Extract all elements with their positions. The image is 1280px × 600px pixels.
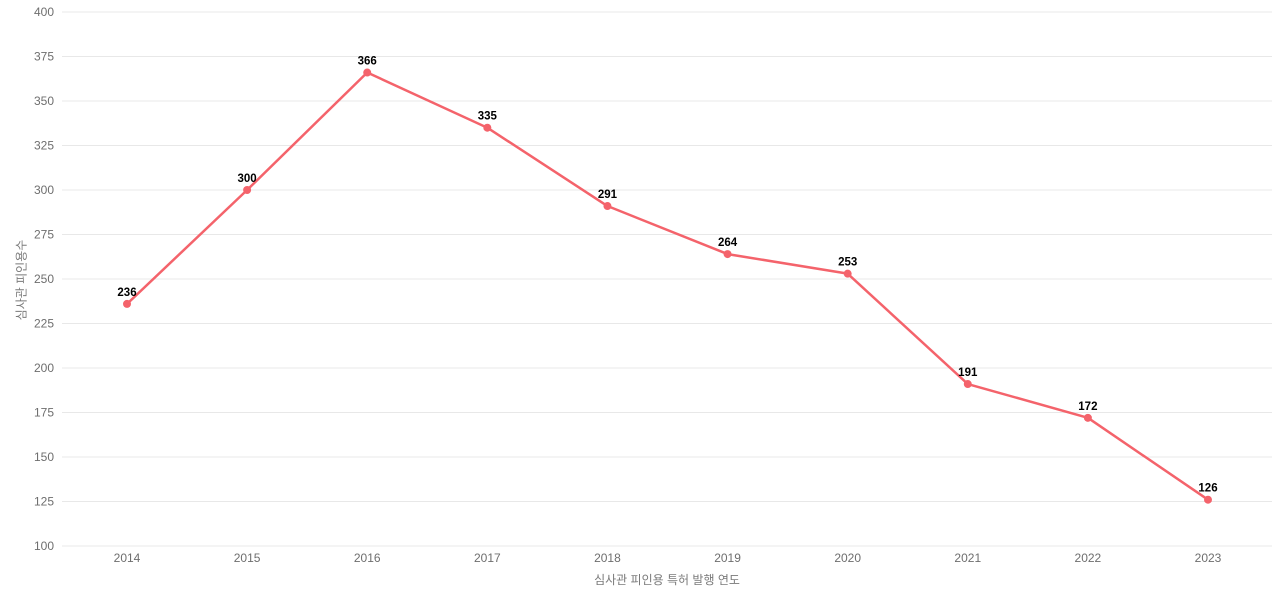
x-tick-label: 2023 (1195, 551, 1222, 565)
data-point (963, 380, 972, 389)
data-point-label: 335 (478, 111, 498, 123)
x-tick-label: 2021 (954, 551, 981, 565)
y-tick-label: 200 (34, 361, 54, 375)
data-point-label: 191 (958, 367, 978, 379)
data-point-label: 236 (117, 287, 136, 299)
data-point-label: 264 (718, 237, 738, 249)
y-tick-label: 300 (34, 183, 54, 197)
y-tick-label: 100 (34, 539, 54, 553)
data-point-label: 126 (1198, 483, 1217, 495)
data-point (1204, 495, 1212, 504)
x-axis-title: 심사관 피인용 특허 발행 연도 (594, 573, 740, 587)
y-tick-label: 400 (34, 5, 54, 19)
x-tick-label: 2017 (474, 551, 501, 565)
data-point (723, 250, 732, 259)
data-point-label: 172 (1078, 401, 1097, 413)
x-tick-label: 2020 (834, 551, 861, 565)
data-point (843, 269, 852, 278)
data-point (123, 299, 131, 308)
y-tick-label: 175 (34, 406, 54, 420)
data-point (483, 123, 492, 132)
data-point (1083, 413, 1092, 422)
y-tick-label: 225 (34, 317, 54, 331)
y-tick-label: 375 (34, 50, 54, 64)
y-axis-title: 심사관 피인용수 (14, 239, 29, 321)
data-point-label: 253 (838, 257, 857, 269)
x-tick-label: 2022 (1075, 551, 1102, 565)
y-tick-label: 325 (34, 139, 54, 153)
x-tick-label: 2016 (354, 551, 381, 565)
data-point-label: 300 (238, 173, 257, 185)
y-tick-label: 125 (34, 495, 54, 509)
y-tick-label: 350 (34, 94, 54, 108)
x-tick-label: 2018 (594, 551, 621, 565)
data-point-label: 291 (598, 189, 618, 201)
data-point (363, 68, 372, 77)
data-point-label: 366 (358, 56, 377, 68)
y-tick-label: 275 (34, 228, 54, 242)
series-line (125, 71, 1210, 501)
y-tick-label: 250 (34, 272, 54, 286)
data-point (243, 186, 252, 194)
x-tick-label: 2014 (114, 551, 141, 565)
data-point (603, 202, 612, 211)
x-tick-label: 2019 (714, 551, 741, 565)
y-tick-label: 150 (34, 450, 54, 464)
x-tick-label: 2015 (234, 551, 261, 565)
